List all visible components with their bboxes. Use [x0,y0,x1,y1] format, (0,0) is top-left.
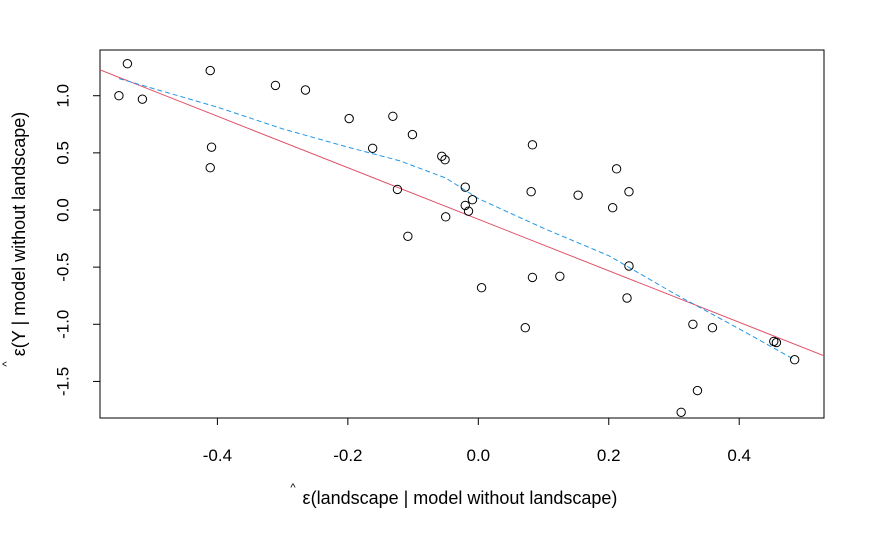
data-point [440,212,451,222]
data-point [392,184,403,195]
data-point [440,155,450,165]
y-axis-label: ε(Y | model without landscape) [9,112,29,357]
data-point [460,182,470,192]
data-point [437,151,447,161]
data-point [771,337,782,348]
x-tick-label: 0.4 [727,446,751,465]
x-tick-label: -0.2 [333,446,362,465]
data-point [527,140,538,150]
x-axis-label: ε(landscape | model without landscape) [303,488,618,508]
data-point [205,163,215,173]
data-point [624,187,634,197]
y-tick-label: -1.0 [53,310,72,339]
data-point [407,129,418,140]
data-point [460,200,470,211]
data-point [611,164,622,174]
y-axis: -1.5 -1.0 -0.5 0.0 0.5 1.0 [53,84,101,396]
x-tick-label: 0.2 [597,446,621,465]
smooth-curve [118,78,795,361]
data-point [467,195,478,205]
data-point [122,59,133,69]
data-point [622,293,632,303]
fit-line [100,69,824,357]
data-point [789,355,800,365]
data-point [114,91,124,101]
data-point [707,323,718,333]
data-points [114,59,800,417]
data-point [137,94,148,104]
data-point [573,190,583,200]
data-point [555,271,565,281]
data-point [527,272,538,283]
data-point [676,407,686,417]
data-point [388,111,398,121]
x-tick-label: -0.4 [203,446,232,465]
data-point [205,65,215,76]
data-point [688,319,698,329]
x-axis-title-hat: ^ [290,482,296,494]
data-point [367,143,378,153]
data-point [206,142,217,152]
data-point [270,80,281,91]
data-point [607,203,618,213]
y-axis-title: ^ ε(Y | model without landscape) [1,112,29,367]
x-tick-label: 0.0 [466,446,490,465]
y-tick-label: -0.5 [53,252,72,281]
data-point [526,187,536,197]
plot-frame [99,49,825,419]
x-axis: -0.4 -0.2 0.0 0.2 0.4 [203,417,751,465]
data-point [520,323,530,333]
data-point [692,385,703,396]
y-axis-title-hat: ^ [1,361,13,367]
y-tick-label: 1.0 [53,84,72,108]
y-tick-label: 0.0 [53,198,72,222]
data-point [463,206,474,216]
y-tick-label: 0.5 [53,141,72,165]
x-axis-title: ^ ε(landscape | model without landscape) [290,482,617,508]
data-point [624,261,634,271]
data-point [403,231,413,241]
data-point [344,113,354,124]
y-tick-label: -1.5 [53,367,72,396]
data-point [476,283,487,293]
data-point [300,85,311,95]
